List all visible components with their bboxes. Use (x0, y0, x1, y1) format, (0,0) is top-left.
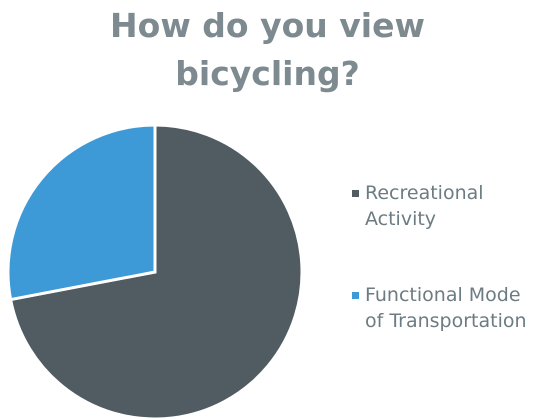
legend-label: Recreational Activity (365, 182, 484, 230)
chart-title: How do you view bicycling? (110, 6, 425, 93)
legend-swatch (352, 292, 359, 299)
legend-item: Recreational Activity (352, 180, 535, 232)
legend-swatch (352, 190, 359, 197)
legend-label: Functional Mode of Transportation (365, 284, 527, 332)
legend-item: Functional Mode of Transportation (352, 282, 535, 334)
pie-slice (6, 123, 157, 302)
